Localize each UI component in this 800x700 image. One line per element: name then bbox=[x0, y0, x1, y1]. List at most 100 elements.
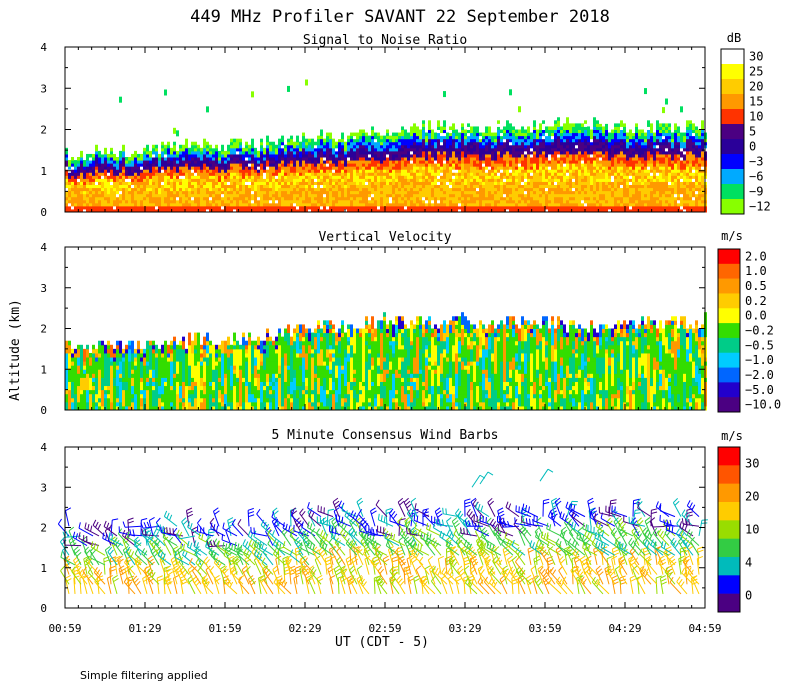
snr-cell bbox=[227, 175, 230, 179]
snr-cell bbox=[644, 150, 647, 155]
snr-cell bbox=[170, 205, 173, 210]
snr-cell bbox=[656, 163, 659, 167]
snr-cell bbox=[296, 144, 299, 149]
snr-cell bbox=[98, 175, 101, 179]
snr-cell bbox=[134, 172, 137, 176]
snr-cell bbox=[659, 178, 662, 182]
snr-cell bbox=[155, 157, 158, 161]
snr-cell bbox=[152, 190, 155, 195]
snr-cell bbox=[572, 193, 575, 198]
snr-cell bbox=[386, 172, 389, 176]
snr-cell bbox=[473, 202, 476, 207]
snr-cell bbox=[656, 169, 659, 173]
snr-cell bbox=[458, 169, 461, 173]
snr-cell bbox=[200, 199, 203, 204]
snr-cell bbox=[272, 150, 275, 155]
snr-cell bbox=[353, 175, 356, 179]
snr-cell bbox=[170, 160, 173, 164]
snr-cell bbox=[557, 205, 560, 210]
snr-cell bbox=[314, 190, 317, 195]
snr-cell bbox=[155, 190, 158, 195]
snr-cell bbox=[506, 138, 509, 143]
snr-cell bbox=[377, 163, 380, 167]
snr-cell bbox=[440, 138, 443, 143]
snr-cell bbox=[263, 175, 266, 179]
snr-cell bbox=[443, 181, 446, 185]
snr-cell bbox=[194, 150, 197, 155]
snr-cell bbox=[449, 150, 452, 155]
snr-cell bbox=[242, 202, 245, 207]
snr-cell bbox=[557, 196, 560, 201]
snr-cell bbox=[83, 160, 86, 164]
snr-cell bbox=[164, 202, 167, 207]
snr-cell bbox=[491, 169, 494, 173]
snr-cell bbox=[86, 205, 89, 210]
snr-cell bbox=[389, 181, 392, 185]
snr-cell bbox=[173, 153, 176, 158]
snr-cell bbox=[167, 153, 170, 158]
snr-cell bbox=[260, 181, 263, 185]
snr-cell bbox=[341, 199, 344, 204]
snr-cell bbox=[650, 199, 653, 204]
snr-cell bbox=[461, 193, 464, 198]
snr-cell bbox=[242, 157, 245, 161]
snr-cell bbox=[356, 132, 359, 137]
snr-cell bbox=[197, 172, 200, 176]
snr-cell bbox=[347, 184, 350, 189]
snr-cell bbox=[179, 153, 182, 158]
snr-cell bbox=[446, 175, 449, 179]
snr-cell bbox=[152, 147, 155, 152]
snr-cell bbox=[143, 199, 146, 204]
snr-cell bbox=[662, 193, 665, 198]
snr-cell bbox=[554, 166, 557, 170]
snr-cell bbox=[152, 166, 155, 170]
snr-cell bbox=[347, 181, 350, 185]
snr-cell bbox=[260, 187, 263, 192]
snr-cell bbox=[332, 157, 335, 161]
snr-cell bbox=[236, 202, 239, 207]
snr-cell bbox=[596, 160, 599, 164]
snr-cell bbox=[128, 193, 131, 198]
snr-cell bbox=[140, 160, 143, 164]
snr-cell bbox=[248, 196, 251, 201]
snr-cell bbox=[656, 196, 659, 201]
snr-cell bbox=[176, 150, 179, 155]
snr-cell bbox=[185, 147, 188, 152]
snr-cell bbox=[635, 123, 638, 127]
snr-cell bbox=[221, 181, 224, 185]
snr-cell bbox=[503, 202, 506, 207]
snr-cell bbox=[461, 147, 464, 152]
snr-cell bbox=[263, 181, 266, 185]
snr-cell bbox=[203, 160, 206, 164]
snr-cell bbox=[164, 196, 167, 201]
snr-cell bbox=[305, 150, 308, 155]
snr-cell bbox=[656, 153, 659, 158]
snr-cell bbox=[287, 160, 290, 164]
snr-cell bbox=[434, 147, 437, 152]
snr-cell bbox=[80, 202, 83, 207]
snr-cell bbox=[386, 190, 389, 195]
snr-cell bbox=[578, 166, 581, 170]
snr-cell bbox=[608, 166, 611, 170]
snr-cell bbox=[305, 138, 308, 143]
snr-cell bbox=[338, 181, 341, 185]
snr-cell bbox=[632, 190, 635, 195]
snr-cell bbox=[479, 181, 482, 185]
snr-cell bbox=[608, 141, 611, 146]
snr-cell bbox=[608, 178, 611, 182]
snr-cell bbox=[563, 138, 566, 143]
snr-cell bbox=[590, 208, 593, 213]
snr-cell bbox=[503, 160, 506, 164]
snr-cell bbox=[77, 163, 80, 167]
snr-cell bbox=[299, 175, 302, 179]
snr-cell bbox=[575, 141, 578, 146]
snr-cell bbox=[89, 169, 92, 173]
snr-cell bbox=[314, 178, 317, 182]
snr-cell bbox=[194, 181, 197, 185]
snr-cell bbox=[257, 199, 260, 204]
snr-cell bbox=[584, 147, 587, 152]
snr-cell bbox=[194, 208, 197, 213]
snr-cell bbox=[134, 157, 137, 161]
snr-cell bbox=[410, 202, 413, 207]
snr-cell bbox=[452, 184, 455, 189]
